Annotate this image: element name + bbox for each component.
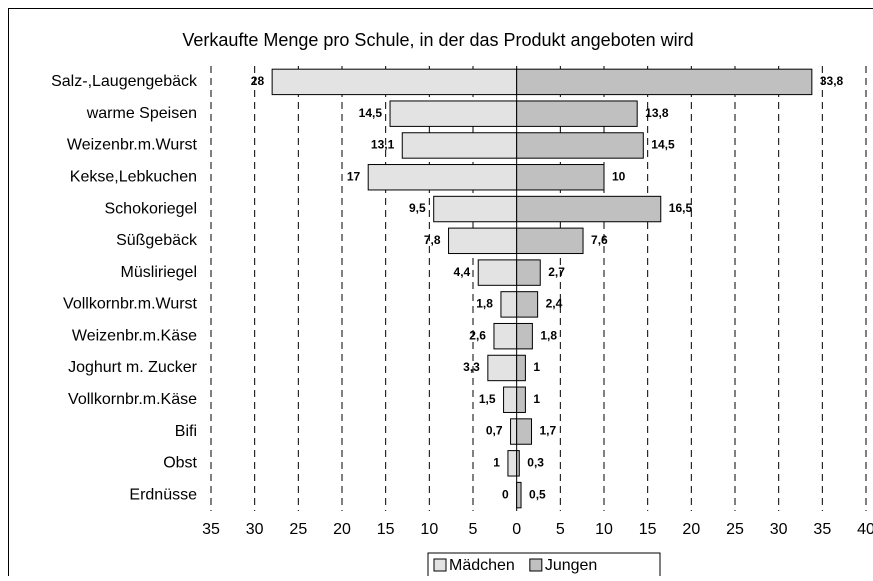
x-tick-label: 15 [639, 521, 657, 538]
value-label: 2,4 [546, 297, 563, 311]
bar [501, 292, 517, 317]
bar [517, 419, 532, 444]
x-tick-label: 35 [202, 521, 220, 538]
category-label: Weizenbr.m.Wurst [67, 137, 198, 154]
bar [517, 355, 526, 380]
x-tick-label: 5 [469, 521, 478, 538]
legend-swatch [530, 559, 542, 571]
bar [517, 482, 521, 507]
bar [517, 228, 583, 253]
category-label: Joghurt m. Zucker [68, 359, 198, 376]
value-label: 13,8 [645, 106, 669, 120]
category-label: Bifi [175, 423, 197, 440]
bar [504, 387, 517, 412]
category-label: Schokoriegel [105, 200, 198, 217]
bar [517, 323, 533, 348]
value-label: 7,6 [591, 233, 608, 247]
chart-title: Verkaufte Menge pro Schule, in der das P… [182, 30, 693, 50]
bar [517, 165, 604, 190]
bar [272, 69, 517, 94]
value-label: 33,8 [820, 74, 844, 88]
value-label: 7,8 [424, 233, 441, 247]
bar [517, 387, 526, 412]
x-tick-label: 0 [512, 521, 521, 538]
value-label: 13,1 [371, 138, 395, 152]
legend-swatch [434, 559, 446, 571]
category-label: warme Speisen [86, 105, 197, 122]
x-tick-label: 40 [857, 521, 873, 538]
bar [390, 101, 517, 126]
bar [478, 260, 516, 285]
bar [517, 292, 538, 317]
value-label: 14,5 [359, 106, 383, 120]
value-label: 10 [612, 169, 626, 183]
x-tick-label: 20 [333, 521, 351, 538]
x-tick-label: 10 [595, 521, 613, 538]
value-label: 1,7 [540, 424, 557, 438]
x-tick-label: 30 [246, 521, 264, 538]
category-label: Salz-,Laugengebäck [51, 73, 198, 90]
value-label: 1,8 [540, 328, 557, 342]
value-label: 0,5 [529, 487, 546, 501]
bar [517, 101, 638, 126]
x-tick-label: 30 [770, 521, 788, 538]
legend-label: Jungen [545, 557, 598, 574]
x-tick-label: 15 [377, 521, 395, 538]
category-label: Vollkornbr.m.Wurst [63, 296, 198, 313]
value-label: 28 [251, 74, 265, 88]
value-label: 9,5 [409, 201, 426, 215]
x-tick-label: 25 [289, 521, 307, 538]
value-label: 3,3 [463, 360, 480, 374]
value-label: 1 [533, 392, 540, 406]
value-label: 2,7 [548, 265, 565, 279]
bar [511, 419, 517, 444]
category-label: Vollkornbr.m.Käse [68, 391, 197, 408]
legend-label: Mädchen [449, 557, 515, 574]
x-tick-label: 35 [813, 521, 831, 538]
category-label: Kekse,Lebkuchen [70, 168, 197, 185]
x-tick-label: 20 [682, 521, 700, 538]
value-label: 1,5 [479, 392, 496, 406]
x-tick-label: 10 [420, 521, 438, 538]
x-tick-label: 25 [726, 521, 744, 538]
category-label: Müsliriegel [121, 264, 197, 281]
bar [517, 196, 661, 221]
value-label: 1 [533, 360, 540, 374]
category-label: Weizenbr.m.Käse [72, 327, 197, 344]
value-label: 0,7 [486, 424, 503, 438]
value-label: 1,8 [476, 297, 493, 311]
value-label: 0,3 [527, 455, 544, 469]
category-label: Süßgebäck [116, 232, 198, 249]
value-label: 2,6 [469, 328, 486, 342]
bar [434, 196, 517, 221]
bar [517, 451, 520, 476]
value-label: 14,5 [651, 138, 675, 152]
bar [494, 323, 517, 348]
bar [368, 165, 516, 190]
bar [449, 228, 517, 253]
category-label: Obst [163, 455, 197, 472]
bar [402, 133, 516, 158]
bar [488, 355, 517, 380]
bar [517, 133, 644, 158]
value-label: 16,5 [669, 201, 693, 215]
x-tick-label: 5 [556, 521, 565, 538]
category-label: Erdnüsse [129, 486, 197, 503]
bar [517, 69, 812, 94]
value-label: 1 [493, 455, 500, 469]
bar [508, 451, 517, 476]
bar [517, 260, 541, 285]
value-label: 17 [347, 169, 361, 183]
value-label: 0 [502, 487, 509, 501]
value-label: 4,4 [454, 265, 471, 279]
